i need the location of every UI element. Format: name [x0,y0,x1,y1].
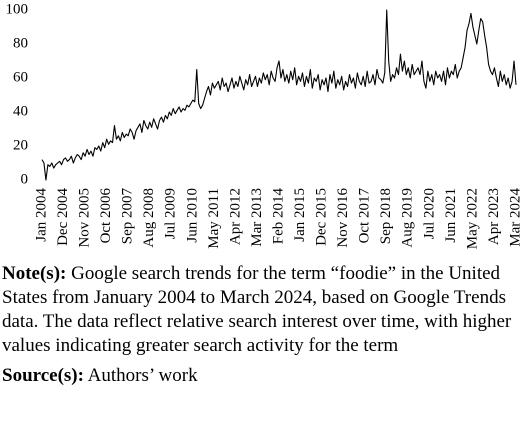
x-tick-label: Dec 2004 [55,188,71,246]
x-tick-label: Aug 2019 [400,188,416,248]
x-tick-label: Nov 2005 [77,188,93,248]
x-tick-label: Jul 2009 [163,188,179,239]
chart: 0 20 40 60 80 100 Jan 2004 Dec 2004 Nov 2005 Oct … [6,1,520,249]
y-tick-label: 40 [13,103,28,119]
line [41,9,517,181]
x-tick-label: Mar 2024 [507,188,520,247]
x-tick-label: Sep 2018 [378,188,394,244]
y-tick-label: 80 [13,35,28,51]
source-text: Authors’ work [83,365,198,386]
x-tick-label: Oct 2017 [357,188,373,244]
x-tick-label: Apr 2012 [227,188,243,245]
x-tick-label: Nov 2016 [335,188,351,248]
notes: Note(s): Google search trends for the te… [0,262,520,388]
x-tick-label: Mar 2013 [249,188,265,247]
x-tick-label: Aug 2008 [141,188,157,248]
x-tick-label: Jun 2010 [184,188,200,243]
y-tick-label: 100 [6,1,29,17]
x-tick-label: Apr 2023 [486,188,502,245]
y-tick-label: 0 [21,171,29,187]
x-tick-label: Feb 2014 [270,188,286,245]
x-tick-label: Jun 2021 [443,188,459,243]
x-tick-label: Jan 2004 [33,188,49,242]
source-label: Source(s): [2,365,84,386]
x-tick-label: Jan 2015 [292,188,308,242]
note-text: Google search trends for the term “foodi… [2,263,512,356]
note-label: Note(s): [2,263,67,284]
x-tick-label: Dec 2015 [314,188,330,246]
x-tick-label: Oct 2006 [98,188,114,244]
note: Note(s): Google search trends for the te… [2,262,516,358]
y-tick-label: 20 [13,137,28,153]
x-tick-label: Jul 2020 [421,188,437,239]
source: Source(s): Authors’ work [2,364,516,388]
x-tick-label: Sep 2007 [120,188,136,245]
y-tick-label: 60 [13,69,28,85]
x-tick-label: May 2022 [464,188,480,249]
x-tick-label: May 2011 [206,188,222,249]
